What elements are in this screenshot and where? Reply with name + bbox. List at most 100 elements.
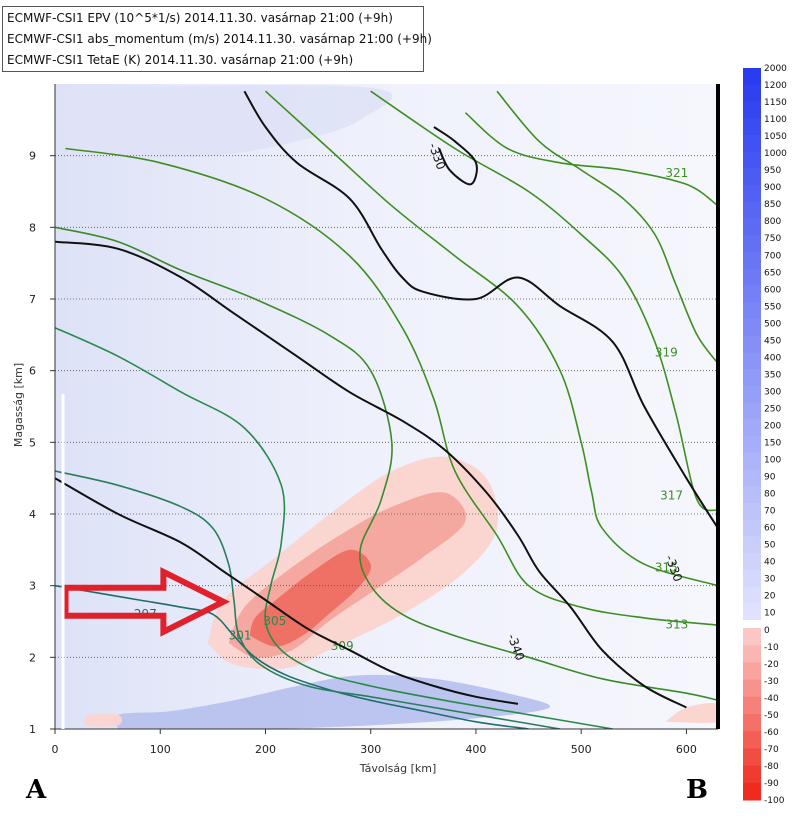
x-tick-label: 300	[360, 743, 381, 756]
plot-background	[55, 84, 718, 729]
thetae-contour-label: 305	[263, 614, 286, 628]
colorbar-swatch-positive	[743, 235, 761, 253]
momentum-contour	[55, 477, 519, 705]
y-tick-label: 2	[29, 651, 36, 664]
colorbar-swatch-positive	[743, 302, 761, 320]
thetae-contour	[496, 90, 718, 364]
y-tick-label: 3	[29, 580, 36, 593]
colorbar-swatch-positive	[743, 502, 761, 521]
colorbar-label: 500	[764, 319, 781, 329]
colorbar-label: -50	[764, 711, 779, 721]
x-tick-label: 600	[676, 743, 697, 756]
colorbar-label: 650	[764, 268, 781, 278]
thetae-contour-label: 317	[660, 489, 683, 503]
colorbar-swatch-positive	[743, 268, 761, 286]
corner-label-a: A	[26, 775, 47, 805]
colorbar-swatch-positive	[743, 352, 761, 370]
colorbar-swatch-positive	[743, 402, 761, 420]
colorbar-swatch-positive	[743, 335, 761, 353]
highlight-arrow	[62, 566, 231, 637]
colorbar-label: 1150	[764, 98, 787, 108]
colorbar-swatch-positive	[743, 469, 761, 487]
colorbar-label: 400	[764, 353, 781, 363]
colorbar-swatch-negative	[743, 696, 761, 715]
colorbar-label: -40	[764, 694, 779, 704]
thetae-contour	[464, 112, 718, 207]
colorbar-label: 90	[764, 473, 776, 483]
colorbar-swatch-positive	[743, 436, 761, 454]
thetae-contour	[264, 90, 718, 587]
colorbar-label: 30	[764, 575, 776, 585]
colorbar-swatch-negative	[743, 645, 761, 663]
x-tick-label: 500	[571, 743, 592, 756]
colorbar-swatch-positive	[743, 452, 761, 470]
thetae-contour	[55, 584, 529, 729]
colorbar-label: 80	[764, 490, 776, 500]
colorbar-label: 20	[764, 592, 776, 602]
colorbar-swatch-positive	[743, 603, 761, 621]
colorbar-label: 1050	[764, 132, 787, 142]
colorbar-swatch-positive	[743, 151, 761, 169]
thetae-contour	[55, 470, 561, 729]
colorbar-label: 300	[764, 387, 781, 397]
colorbar-swatch-negative	[743, 662, 761, 681]
colorbar-swatch-positive	[743, 168, 761, 186]
colorbar-label: 50	[764, 541, 776, 551]
colorbar-swatch-zero	[743, 620, 761, 628]
thetae-contour-label: 319	[655, 345, 678, 359]
colorbar-label: -70	[764, 745, 779, 755]
colorbar-label: 100	[764, 456, 781, 466]
colorbar-swatch-positive	[743, 118, 761, 136]
colorbar-label: 150	[764, 439, 781, 449]
thetae-contour	[65, 147, 718, 626]
colorbar-swatch-negative	[743, 628, 761, 646]
colorbar-swatch-positive	[743, 84, 761, 102]
colorbar-swatch-positive	[743, 385, 761, 404]
colorbar-label: 70	[764, 507, 776, 517]
epv-region-negative-strong	[249, 549, 372, 647]
colorbar-swatch-positive	[743, 369, 761, 387]
colorbar-label: -30	[764, 677, 779, 687]
colorbar-label: 450	[764, 336, 781, 346]
colorbar-label: 1200	[764, 81, 787, 91]
colorbar-label: 850	[764, 200, 781, 210]
colorbar-label: 900	[764, 183, 781, 193]
thetae-contour	[370, 90, 718, 512]
colorbar-label: 0	[764, 626, 770, 636]
colorbar-swatch-positive	[743, 536, 761, 554]
colorbar-swatch-positive	[743, 553, 761, 571]
colorbar-swatch-positive	[743, 68, 761, 86]
thetae-contour-label: 301	[229, 628, 252, 642]
legend-line-thetae: ECMWF-CSI1 TetaE (K) 2014.11.30. vasárna…	[7, 53, 354, 67]
thetae-contour-label: 321	[665, 166, 688, 180]
colorbar-swatch-positive	[743, 218, 761, 236]
y-axis-title: Magasság [km]	[12, 363, 25, 447]
colorbar-swatch-positive	[743, 134, 761, 153]
colorbar-swatch-negative	[743, 748, 761, 767]
colorbar-swatch-negative	[743, 765, 761, 784]
colorbar-label: -90	[764, 779, 779, 789]
axis-layer: 0 100 200 300 400 500 600 1 2 3 4 5 6 7 8 9	[29, 84, 720, 756]
legend-box: ECMWF-CSI1 EPV (10^5*1/s) 2014.11.30. va…	[2, 6, 432, 72]
colorbar-swatch-positive	[743, 252, 761, 270]
x-tick-label: 400	[465, 743, 486, 756]
x-tick-label: 200	[255, 743, 276, 756]
x-tick-label: 100	[150, 743, 171, 756]
y-tick-label: 1	[29, 723, 36, 736]
colorbar-label: 10	[764, 609, 776, 619]
colorbar-swatch-positive	[743, 586, 761, 604]
y-tick-label: 7	[29, 293, 36, 306]
colorbar-label: 1100	[764, 115, 787, 125]
colorbar-label: 60	[764, 524, 776, 534]
colorbar-label: -10	[764, 643, 779, 653]
colorbar-swatch-negative	[743, 731, 761, 749]
legend-line-epv: ECMWF-CSI1 EPV (10^5*1/s) 2014.11.30. va…	[7, 11, 393, 25]
thetae-contour-label: 315	[655, 560, 678, 574]
y-tick-label: 4	[29, 508, 36, 521]
colorbar-swatch-negative	[743, 714, 761, 732]
colorbar-label: 550	[764, 302, 781, 312]
colorbar-label: 350	[764, 370, 781, 380]
colorbar-swatch-positive	[743, 486, 761, 504]
